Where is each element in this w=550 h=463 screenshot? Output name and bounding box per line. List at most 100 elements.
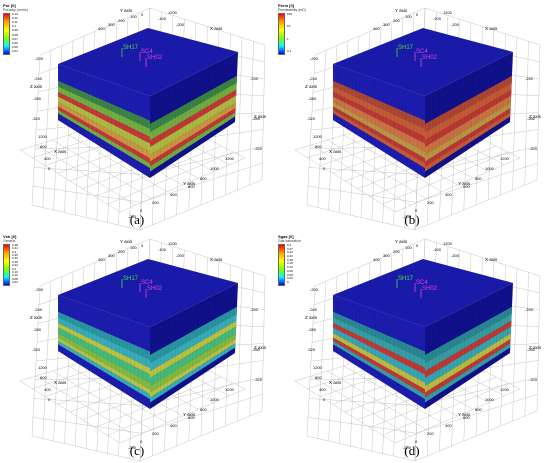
color-legend: Vsh [0] Generic 0.48 0.44 0.4 0.36 0.32 0.28 0… xyxy=(3,234,43,286)
legend-tick-label: 10 xyxy=(287,24,291,29)
tick-label: 400 xyxy=(373,26,380,31)
property-layers xyxy=(333,75,512,172)
block-top-face xyxy=(58,259,238,327)
tick-label: -240 xyxy=(34,76,43,81)
tick-label: 1200 xyxy=(225,387,235,392)
tick-label: 100 xyxy=(405,14,412,19)
well-label: SC4 xyxy=(141,49,153,55)
property-layers xyxy=(333,306,512,403)
tick-label: 300 xyxy=(108,253,115,258)
block-top-face xyxy=(333,28,513,96)
tick-label: -200 xyxy=(310,287,319,292)
tick-label: -240 xyxy=(525,76,534,81)
tick-label: -320 xyxy=(254,146,263,151)
tick-label: -100 xyxy=(433,16,442,21)
tick-label: -200 xyxy=(310,56,319,61)
tick-label: -320 xyxy=(32,347,41,352)
tick-label: -200 xyxy=(128,214,137,219)
cell-grid xyxy=(61,53,235,176)
legend-color-bar xyxy=(278,13,285,55)
legend-color-bar xyxy=(278,244,285,286)
block-top-face xyxy=(58,28,238,96)
legend-tick-label: 0.09 xyxy=(287,268,293,273)
color-legend: Sgas [0] Gas saturation 0.3 0.27 0.24 0.21 0… xyxy=(278,234,318,286)
tick-label: 200 xyxy=(393,18,400,23)
x-axis-label: X axis xyxy=(329,380,342,385)
y-axis-label: Y axis xyxy=(395,8,408,13)
property-layers xyxy=(58,306,237,403)
z-axis-label-right: Z axis xyxy=(529,114,542,119)
tick-label: 0 xyxy=(323,166,326,171)
tick-label: -200 xyxy=(176,22,185,27)
tick-label: -200 xyxy=(451,22,460,27)
tick-label: -280 xyxy=(252,116,261,121)
tick-label: 400 xyxy=(44,156,51,161)
panel-d: SH17 SC4 SH02 Y axis X axis Z axis X axis Z axi… xyxy=(275,231,550,462)
legend-tick-label: 0.27 xyxy=(287,246,293,251)
well-label: SH02 xyxy=(422,55,438,61)
well-label: SH17 xyxy=(398,276,414,282)
tick-label: -200 xyxy=(403,445,412,450)
legend-tick-label: 0.08 xyxy=(12,32,18,37)
tick-label: -100 xyxy=(433,247,442,252)
tick-label: -240 xyxy=(525,307,534,312)
well-label: SH17 xyxy=(398,45,414,51)
well-label: SH17 xyxy=(123,45,139,51)
tick-label: 0 xyxy=(416,12,419,17)
legend-tick-label: 0.36 xyxy=(12,253,18,258)
tick-label: -280 xyxy=(33,327,42,332)
well-label: SC4 xyxy=(416,280,428,286)
x-axis-label-top: X axis xyxy=(210,257,223,262)
y-axis-label-bottom: Y axis xyxy=(183,181,196,186)
tick-label: 400 xyxy=(98,26,105,31)
z-axis-label-right: Z axis xyxy=(254,345,267,350)
legend-tick-label: 0.1 xyxy=(12,24,17,29)
tick-label: 1000 xyxy=(210,166,220,171)
legend-tick-label: 0.09 xyxy=(12,28,18,33)
legend-tick-label: 0.11 xyxy=(12,20,18,25)
tick-label: 1200 xyxy=(313,134,323,139)
tick-label: 200 xyxy=(118,18,125,23)
tick-label: -200 xyxy=(176,253,185,258)
tick-label: -240 xyxy=(309,307,318,312)
tick-label: 600 xyxy=(463,184,470,189)
legend-tick-label: 0.08 xyxy=(12,276,18,281)
legend-tick-label: 0 xyxy=(287,279,289,284)
tick-label: 0 xyxy=(415,439,418,444)
tick-label: 1200 xyxy=(500,156,510,161)
tick-label: 0 xyxy=(415,208,418,213)
z-axis-label: Z axis xyxy=(305,315,318,320)
legend-tick-label: 0.04 xyxy=(12,48,18,53)
tick-label: -100 xyxy=(158,16,167,21)
well-label: SH02 xyxy=(422,286,438,292)
tick-label: 300 xyxy=(108,22,115,27)
x-axis-label-top: X axis xyxy=(485,257,498,262)
x-axis-label: X axis xyxy=(329,149,342,154)
legend-tick-label: 0.07 xyxy=(12,36,18,41)
legend-tick-label: 0.13 xyxy=(12,12,18,16)
legend-tick-label: 0.05 xyxy=(12,44,18,49)
well-label: SH17 xyxy=(123,276,139,282)
tick-label: -240 xyxy=(250,76,259,81)
panel-b: SH17 SC4 SH02 Y axis X axis Z axis X axis Z axi… xyxy=(275,0,550,231)
tick-label: 300 xyxy=(383,22,390,27)
legend-tick-label: 0.1 xyxy=(287,48,292,53)
cell-grid xyxy=(336,53,510,176)
tick-label: 0 xyxy=(416,243,419,248)
tick-label: 400 xyxy=(319,156,326,161)
tick-label: 200 xyxy=(152,200,159,205)
tick-label: -200 xyxy=(35,56,44,61)
tick-label: -200 xyxy=(35,287,44,292)
cell-grid xyxy=(336,284,510,407)
tick-label: 800 xyxy=(475,176,482,181)
tick-label: -320 xyxy=(529,377,538,382)
legend-title: Por [0] xyxy=(3,3,16,8)
panel-caption: (b) xyxy=(404,212,420,227)
tick-label: -280 xyxy=(33,96,42,101)
tick-label: 800 xyxy=(200,176,207,181)
